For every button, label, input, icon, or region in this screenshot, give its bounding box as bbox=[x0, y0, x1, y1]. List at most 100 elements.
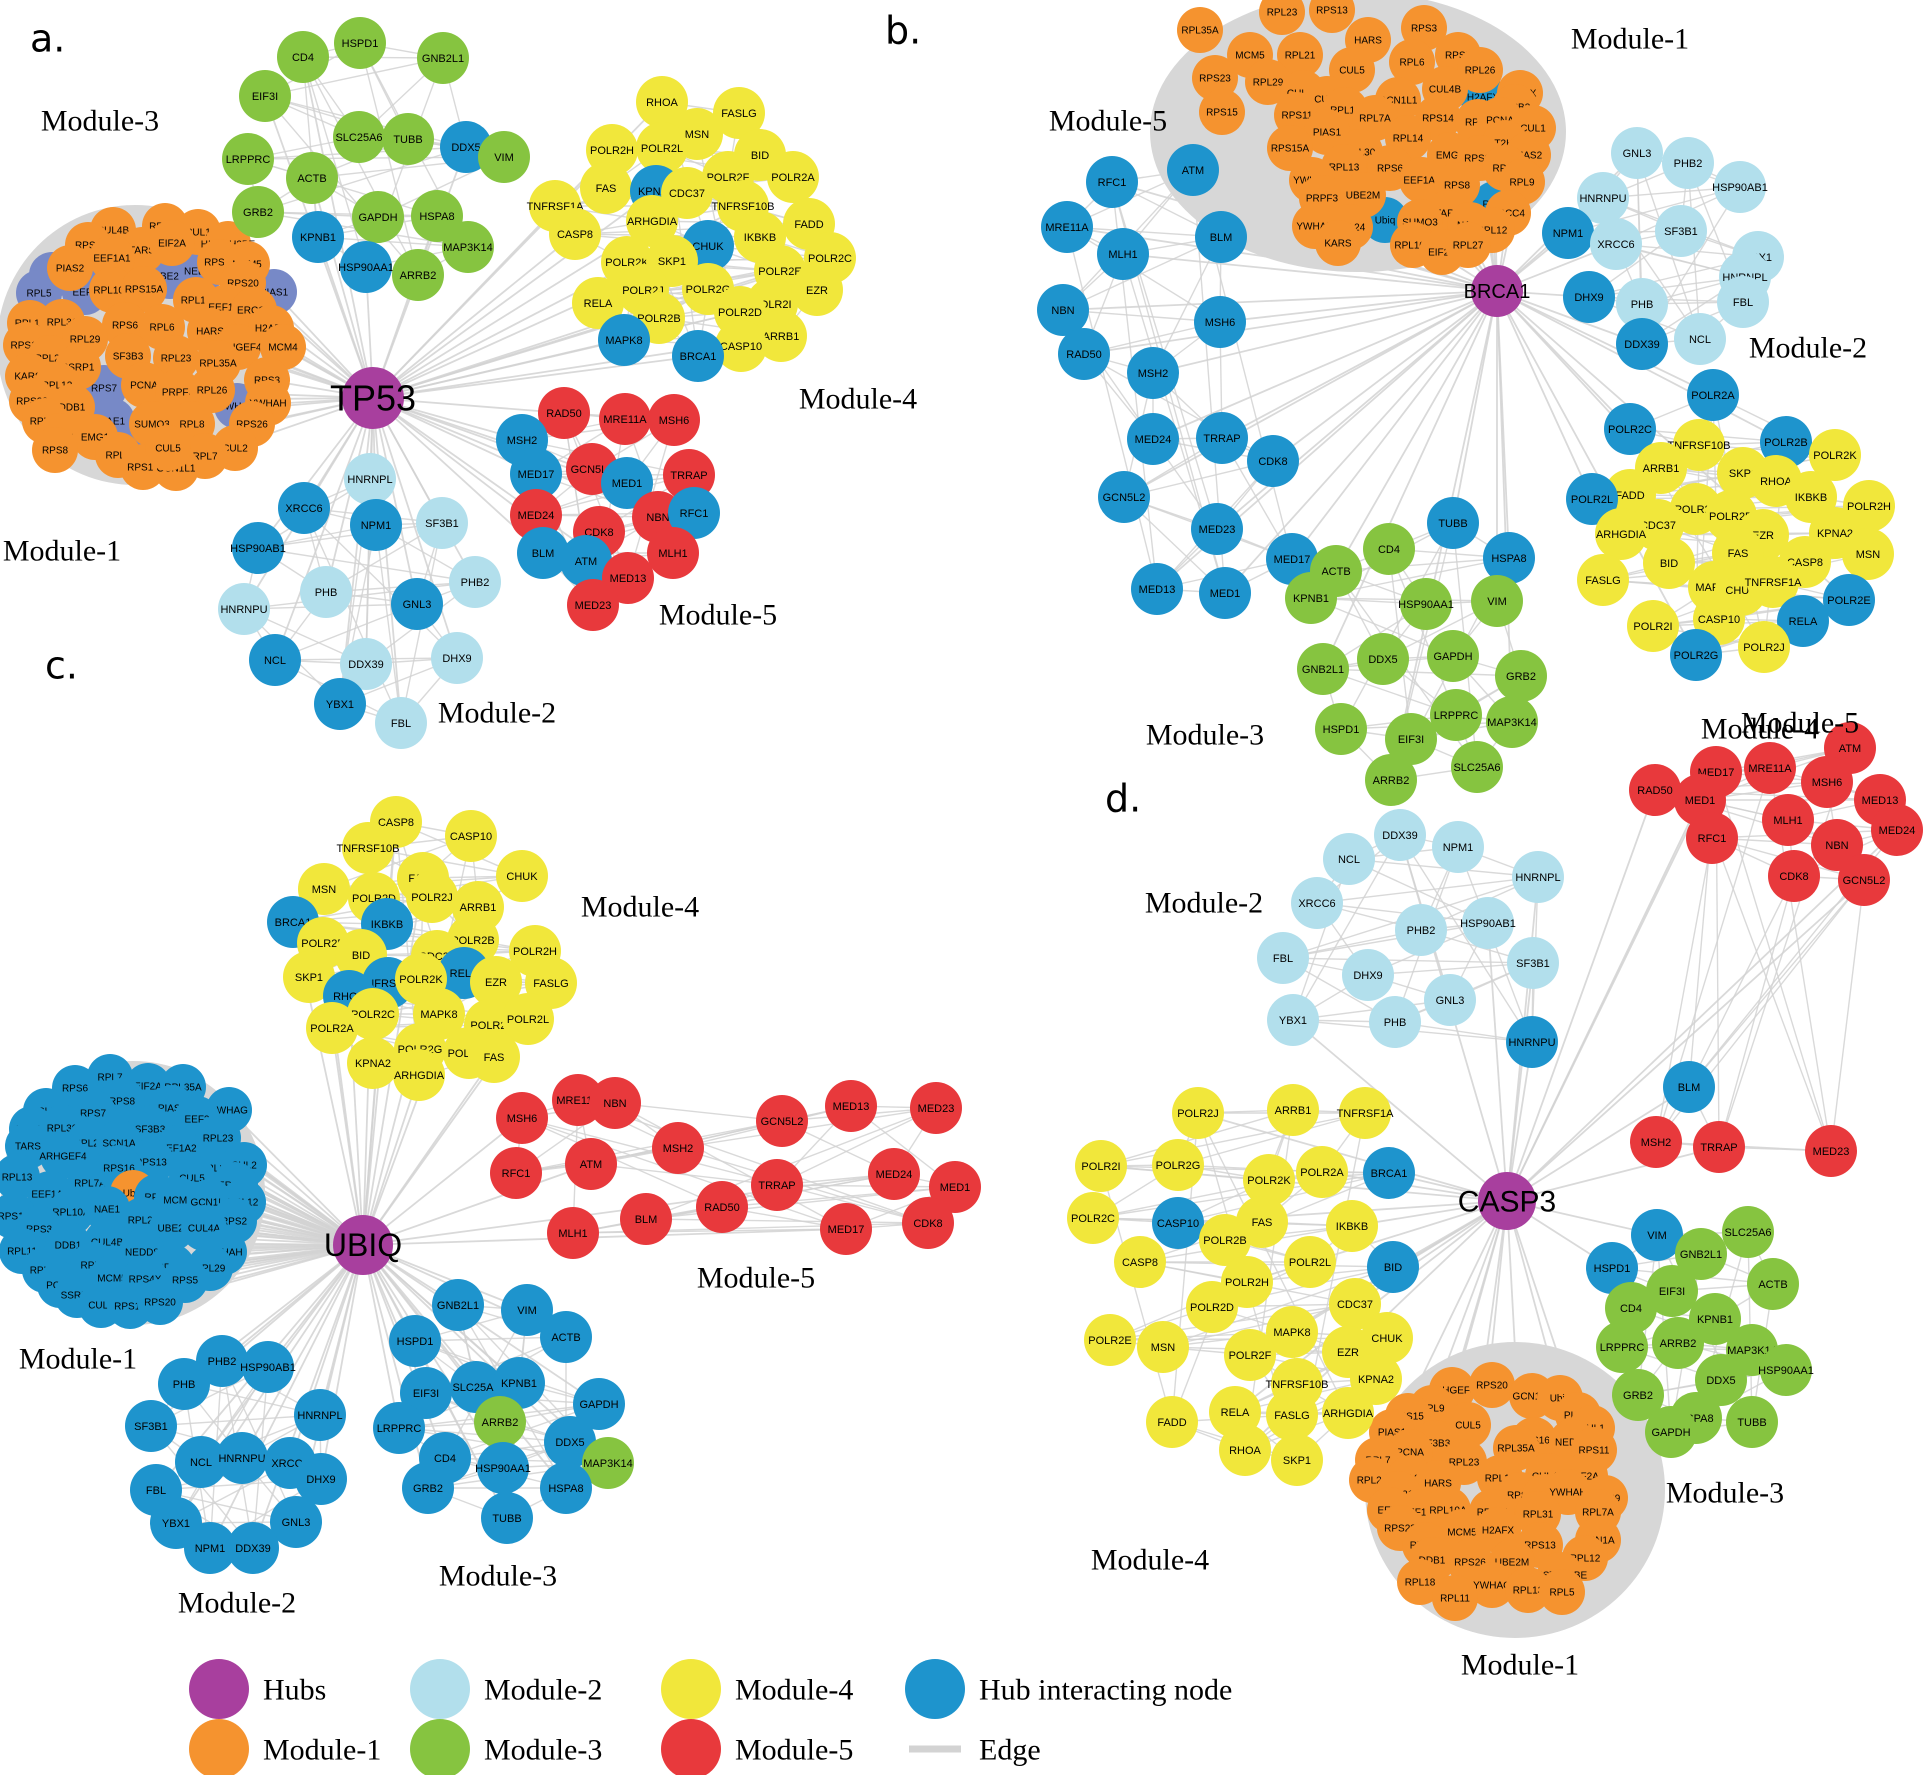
node-circle-GRB2[interactable] bbox=[1612, 1369, 1664, 1421]
node-circle-MED24[interactable] bbox=[868, 1148, 920, 1200]
node-circle-GNB2L1[interactable] bbox=[1297, 643, 1349, 695]
node-circle-LRPPRC[interactable] bbox=[1596, 1321, 1648, 1373]
node-circle-EIF3I[interactable] bbox=[400, 1367, 452, 1419]
node-circle-NPM1[interactable] bbox=[184, 1522, 236, 1574]
node-circle-CHUK[interactable] bbox=[1361, 1312, 1413, 1364]
node-circle-MSH6[interactable] bbox=[1801, 756, 1853, 808]
node-circle-POLR2C[interactable] bbox=[347, 988, 399, 1040]
node-circle-HSP90AA1[interactable] bbox=[477, 1442, 529, 1494]
node-circle-CDK8[interactable] bbox=[1247, 435, 1299, 487]
node-circle-GNB2L1[interactable] bbox=[1675, 1228, 1727, 1280]
node-circle-SF3B1[interactable] bbox=[416, 497, 468, 549]
node-circle-CASP8[interactable] bbox=[549, 208, 601, 260]
node-circle-MED13[interactable] bbox=[602, 552, 654, 604]
node-circle-MAP3K14[interactable] bbox=[582, 1437, 634, 1489]
node-circle-NPM1[interactable] bbox=[1432, 821, 1484, 873]
node-circle-ARRB2[interactable] bbox=[392, 249, 444, 301]
node-circle-BRCA1[interactable] bbox=[1363, 1147, 1415, 1199]
node-circle-DDX5[interactable] bbox=[544, 1416, 596, 1468]
node-circle-LRPPRC[interactable] bbox=[1430, 689, 1482, 741]
node-circle-TNFRSF1A[interactable] bbox=[1747, 556, 1799, 608]
node-circle-GNL3[interactable] bbox=[1424, 974, 1476, 1026]
node-circle-PHB[interactable] bbox=[158, 1358, 210, 1410]
node-circle-RFC1[interactable] bbox=[1086, 156, 1138, 208]
node-circle-POLR2B[interactable] bbox=[1760, 416, 1812, 468]
node-circle-SKP1[interactable] bbox=[283, 951, 335, 1003]
node-circle-RAD50[interactable] bbox=[1629, 764, 1681, 816]
node-circle-BLM[interactable] bbox=[1195, 211, 1247, 263]
node-circle-RPL26[interactable] bbox=[189, 367, 235, 413]
node-circle-GNL3[interactable] bbox=[1611, 127, 1663, 179]
node-circle-MED23[interactable] bbox=[567, 579, 619, 631]
node-circle-HSPD1[interactable] bbox=[1586, 1242, 1638, 1294]
node-circle-GNL3[interactable] bbox=[391, 578, 443, 630]
node-circle-ARRB2[interactable] bbox=[1365, 754, 1417, 806]
node-circle-MSH6[interactable] bbox=[496, 1092, 548, 1144]
node-circle-DDX39[interactable] bbox=[1374, 809, 1426, 861]
node-circle-DDX39[interactable] bbox=[227, 1522, 279, 1574]
node-circle-YBX1[interactable] bbox=[1267, 994, 1319, 1046]
node-circle-TRRAP[interactable] bbox=[1693, 1121, 1745, 1173]
node-circle-MED1[interactable] bbox=[601, 457, 653, 509]
node-circle-NBN[interactable] bbox=[589, 1077, 641, 1129]
node-circle-MSN[interactable] bbox=[1137, 1321, 1189, 1373]
node-circle-RPL18[interactable] bbox=[1397, 1559, 1443, 1605]
node-circle-RAD50[interactable] bbox=[1058, 328, 1110, 380]
node-circle-VIM[interactable] bbox=[1631, 1209, 1683, 1261]
node-circle-CASP8[interactable] bbox=[1114, 1236, 1166, 1288]
node-circle-PHB2[interactable] bbox=[196, 1335, 248, 1387]
node-circle-MED13[interactable] bbox=[1131, 563, 1183, 615]
node-circle-GAPDH[interactable] bbox=[1427, 630, 1479, 682]
node-circle-TNFRSF10B[interactable] bbox=[342, 822, 394, 874]
node-circle-GCN5L2[interactable] bbox=[756, 1095, 808, 1147]
node-circle-HSP90AB1[interactable] bbox=[1462, 897, 1514, 949]
node-circle-DHX9[interactable] bbox=[295, 1453, 347, 1505]
node-circle-HSPD1[interactable] bbox=[389, 1315, 441, 1367]
node-circle-KPNB1[interactable] bbox=[1285, 572, 1337, 624]
node-circle-SF3B1[interactable] bbox=[1507, 937, 1559, 989]
node-circle-POLR2K[interactable] bbox=[1809, 429, 1861, 481]
node-circle-CD4[interactable] bbox=[1605, 1282, 1657, 1334]
node-circle-MED13[interactable] bbox=[825, 1080, 877, 1132]
node-circle-ARHGDIA[interactable] bbox=[393, 1049, 445, 1101]
node-circle-MLH1[interactable] bbox=[647, 527, 699, 579]
node-circle-BID[interactable] bbox=[1367, 1241, 1419, 1293]
node-circle-RHOA[interactable] bbox=[1219, 1424, 1271, 1476]
node-circle-GAPDH[interactable] bbox=[352, 191, 404, 243]
node-circle-MSH2[interactable] bbox=[652, 1122, 704, 1174]
node-circle-RPL13[interactable] bbox=[1505, 1567, 1551, 1613]
node-circle-EIF3I[interactable] bbox=[1385, 713, 1437, 765]
node-circle-NCL[interactable] bbox=[1323, 833, 1375, 885]
node-circle-GNB2L1[interactable] bbox=[432, 1279, 484, 1331]
node-circle-ATM[interactable] bbox=[1167, 144, 1219, 196]
node-circle-EEF1A1[interactable] bbox=[1399, 157, 1445, 203]
node-circle-MSN[interactable] bbox=[1842, 528, 1894, 580]
node-circle-HSP90AB1[interactable] bbox=[1714, 161, 1766, 213]
node-circle-ARRB1[interactable] bbox=[1267, 1084, 1319, 1136]
node-circle-FBL[interactable] bbox=[1257, 932, 1309, 984]
node-circle-HNRNPU[interactable] bbox=[1506, 1016, 1558, 1068]
node-circle-FASLG[interactable] bbox=[1266, 1389, 1318, 1441]
node-circle-MED17[interactable] bbox=[1266, 533, 1318, 585]
node-circle-KPNB1[interactable] bbox=[1689, 1293, 1741, 1345]
node-circle-EZR[interactable] bbox=[791, 264, 843, 316]
node-circle-PIAS1[interactable] bbox=[1304, 109, 1350, 155]
node-circle-HNRNPL[interactable] bbox=[294, 1389, 346, 1441]
node-circle-RPS15[interactable] bbox=[1199, 89, 1245, 135]
node-circle-HSP90AA1[interactable] bbox=[1760, 1344, 1812, 1396]
node-circle-EZR[interactable] bbox=[470, 956, 522, 1008]
node-circle-HSP90AA1[interactable] bbox=[340, 241, 392, 293]
node-circle-NCL[interactable] bbox=[249, 634, 301, 686]
node-circle-DHX9[interactable] bbox=[431, 632, 483, 684]
node-circle-POLR2F[interactable] bbox=[1224, 1329, 1276, 1381]
node-circle-TUBB[interactable] bbox=[1427, 497, 1479, 549]
node-circle-RPS13[interactable] bbox=[1309, 0, 1355, 33]
node-circle-NAE1[interactable] bbox=[84, 1186, 130, 1232]
node-circle-GRB2[interactable] bbox=[1495, 650, 1547, 702]
node-circle-HSPA8[interactable] bbox=[1483, 532, 1535, 584]
node-circle-SF3B1[interactable] bbox=[1655, 205, 1707, 257]
node-circle-CASP10[interactable] bbox=[445, 810, 497, 862]
node-circle-MLH1[interactable] bbox=[1097, 228, 1149, 280]
node-circle-MRE11A[interactable] bbox=[1041, 201, 1093, 253]
hub-circle-BRCA1[interactable] bbox=[1471, 265, 1523, 317]
